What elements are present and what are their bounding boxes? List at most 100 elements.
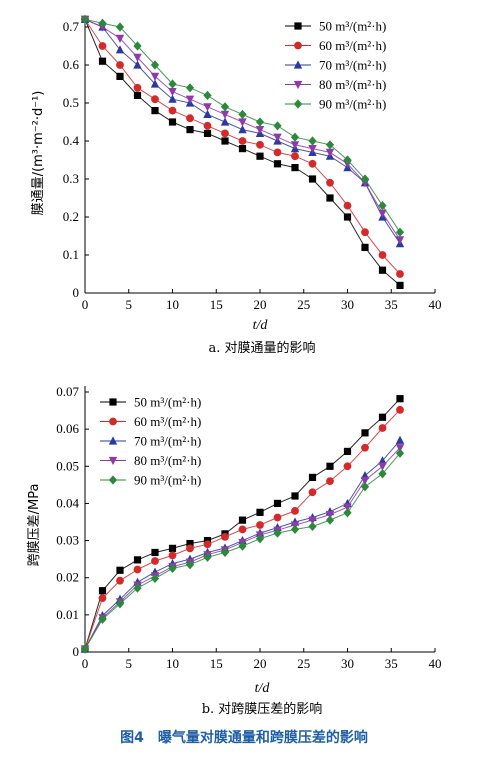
tmp-series-1-point [396,395,404,403]
flux-series-4-point [290,141,300,150]
flux-y-tick-label: 0.3 [63,171,79,186]
flux-y-tick-label: 0.4 [63,133,80,148]
tmp-y-tick-label: 0.01 [56,607,79,622]
flux-series-2-point [273,148,282,157]
tmp-y-tick-label: 0.05 [56,458,79,473]
tmp-series-5-point [290,524,300,535]
flux-series-4-point [255,126,265,135]
tmp-legend-marker [108,436,118,445]
tmp-series-5-point [255,534,265,544]
flux-series-1-point [116,72,124,80]
flux-series-1-point [256,152,264,160]
flux-series-1-point [343,213,352,221]
flux-series-2-point [378,251,387,259]
flux-series-3-point [238,125,247,134]
flux-series-1-point [308,175,317,183]
flux-y-tick-label: 0 [73,285,80,300]
tmp-legend-label: 50 m³/(m²·h) [134,395,201,410]
tmp-series-1-point [98,587,107,595]
flux-y-tick-label: 0.7 [63,19,80,34]
tmp-y-tick-label: 0.03 [56,533,79,548]
flux-x-tick-label: 30 [341,297,354,312]
flux-series-5-point [343,155,352,165]
tmp-series-2-point [116,576,124,585]
flux-series-5-point [98,18,107,28]
flux-series-1-point [291,164,299,172]
flux-series-2-point [221,129,229,138]
flux-series-4-point [238,118,247,127]
flux-series-4-point [133,53,142,62]
flux-series-5-point [395,227,405,237]
flux-series-3-point [150,79,160,88]
flux-series-2-point [238,137,247,145]
tmp-series-4-point [325,510,335,520]
flux-series-1-point [378,266,387,274]
tmp-series-1-point [291,492,299,500]
tmp-series-2-point [291,506,299,515]
flux-series-5-point [325,140,335,150]
flux-x-tick-label: 0 [82,297,89,312]
tmp-series-2-point [326,477,334,486]
flux-legend-label: 80 m³/(m²·h) [319,77,386,92]
flux-series-5-point [80,14,90,24]
flux-x-tick-label: 5 [126,297,133,312]
tmp-series-2-point [168,551,177,560]
tmp-series-1-point [238,516,247,524]
tmp-series-2-point [378,424,387,432]
tmp-series-1-point [273,499,282,508]
tmp-legend-marker [109,417,117,426]
tmp-series-5-point [115,599,125,609]
tmp-series-2-point [361,443,369,452]
flux-chart-caption: a. 对膜通量的影响 [208,340,315,356]
flux-series-3-point [115,45,125,54]
flux-series-3-point [203,109,212,118]
flux-y-tick-label: 0.6 [63,57,80,72]
tmp-x-tick-label: 15 [210,656,223,671]
tmp-legend-marker [108,475,118,485]
flux-y-tick-label: 0.2 [63,209,79,224]
tmp-series-1-point [343,447,352,456]
tmp-series-2-point [273,513,282,522]
flux-x-tick-label: 25 [297,297,310,312]
flux-legend-marker [293,60,303,69]
flux-legend-label: 90 m³/(m²·h) [319,97,386,112]
flux-series-2-point [98,42,107,50]
flux-series-4-point [115,34,125,43]
flux-series-5-point [238,109,247,119]
tmp-series-5-point [395,448,405,458]
tmp-series-1-point [151,548,159,557]
flux-series-1-point [203,129,212,137]
tmp-series-5-point [150,573,160,584]
tmp-series-5-point [133,583,142,593]
flux-legend-marker [293,99,303,109]
flux-legend-label: 60 m³/(m²·h) [319,38,386,53]
tmp-series-2-point [343,462,352,471]
tmp-series-1-point [168,544,177,552]
flux-legend-marker [294,22,302,30]
flux-series-1-point [361,243,369,251]
tmp-series-1-point [116,566,124,574]
tmp-legend: 50 m³/(m²·h) 60 m³/(m²·h) 70 m³/(m²·h) 80 m… [100,395,201,488]
flux-series-2-point [256,140,264,149]
tmp-legend-label: 80 m³/(m²·h) [134,453,201,468]
tmp-x-tick-label: 10 [166,656,179,671]
tmp-series-1-point [256,508,264,516]
flux-series-3-point [168,94,177,103]
tmp-x-tick-label: 0 [82,656,89,671]
tmp-series-1-point [186,539,194,548]
flux-series-5-point [290,132,300,142]
flux-series-5-point [203,90,212,100]
flux-series-4-point [395,236,405,245]
flux-series-5-point [273,121,282,131]
tmp-series-5-point [98,614,107,624]
flux-series-1-point [396,281,404,289]
tmp-series-5-point [378,469,387,479]
flux-series-2-point [396,270,404,278]
flux-x-tick-label: 15 [210,297,223,312]
flux-series-2-point [116,61,124,69]
flux-series-4-point [185,95,195,104]
tmp-x-tick-label: 5 [126,656,133,671]
tmp-series-4-point [378,462,387,471]
tmp-series-line-1 [84,398,401,650]
